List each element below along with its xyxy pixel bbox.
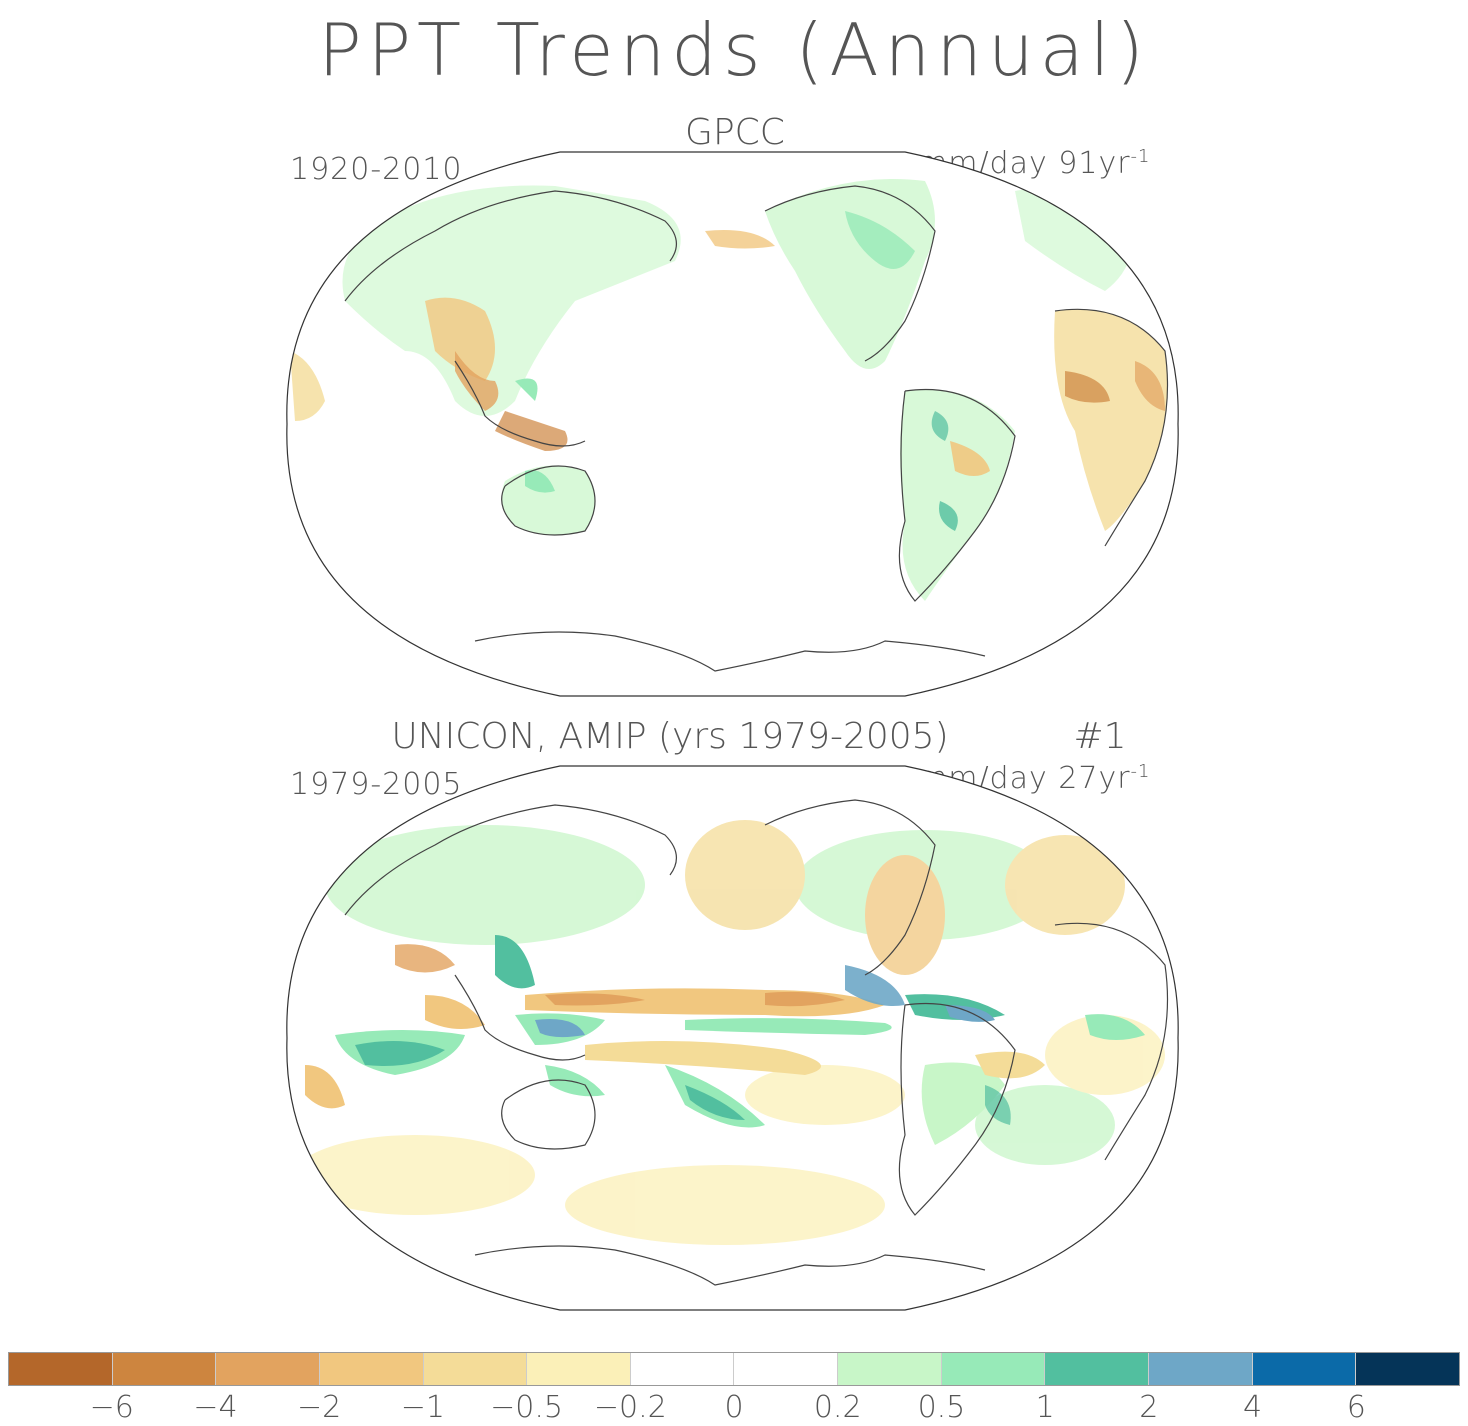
colorbar-tick-label: 0.2: [813, 1390, 862, 1425]
map-gpcc-svg: [286, 151, 1179, 697]
colorbar-tick-label: 0: [724, 1390, 744, 1425]
map-panel-unicon: [285, 765, 1180, 1311]
units-exponent: -1: [1130, 146, 1151, 167]
colorbar-swatch: [9, 1353, 113, 1385]
coastlines-unicon: [344, 799, 1169, 1286]
land-australia: [501, 465, 595, 535]
colorbar-tick-label: 0.5: [917, 1390, 966, 1425]
panel-title-unicon: UNICON, AMIP (yrs 1979-2005): [391, 716, 949, 757]
colorbar-swatch: [1356, 1353, 1459, 1385]
units-exponent: -1: [1130, 761, 1151, 782]
colorbar-tick-label: −1: [400, 1390, 445, 1425]
colorbar-tick-label: −0.5: [490, 1390, 563, 1425]
coastlines-gpcc: [344, 185, 1169, 672]
colorbar-tick-label: 4: [1243, 1390, 1263, 1425]
land-south-america: [900, 389, 1015, 601]
colorbar-swatch: [838, 1353, 942, 1385]
colorbar-tick-label: 1: [1035, 1390, 1055, 1425]
colorbar-swatch: [734, 1353, 839, 1385]
map-outline-gpcc: [286, 151, 1179, 697]
colorbar-tick-label: −6: [89, 1390, 134, 1425]
colorbar-tick-label: 2: [1139, 1390, 1159, 1425]
colorbar-swatch: [216, 1353, 320, 1385]
colorbar-swatch: [1149, 1353, 1253, 1385]
colorbar-swatch: [112, 1353, 217, 1385]
map-panel-gpcc: [285, 151, 1180, 697]
panel-ensemble-label: #1: [1073, 716, 1127, 757]
colorbar-tick-label: −2: [297, 1390, 342, 1425]
colorbar-tick-label: 6: [1346, 1390, 1366, 1425]
tropical-bands: [305, 935, 1145, 1145]
colorbar-labels: −6 −4 −2 −1 −0.5 −0.2 0 0.2 0.5 1 2 4 6: [8, 1390, 1460, 1425]
field-background: [295, 820, 1165, 1245]
figure-title: PPT Trends (Annual): [318, 8, 1150, 92]
panel-title-gpcc: GPCC: [685, 112, 785, 153]
map-outline-unicon: [286, 765, 1179, 1311]
colorbar-swatch: [423, 1353, 528, 1385]
colorbar-tick-label: −0.2: [593, 1390, 667, 1425]
colorbar-swatch: [319, 1353, 424, 1385]
colorbar-swatch: [1045, 1353, 1150, 1385]
colorbar-swatch: [941, 1353, 1046, 1385]
colorbar: [8, 1352, 1460, 1386]
colorbar-swatch: [527, 1353, 631, 1385]
colorbar-swatch: [630, 1353, 735, 1385]
land-asia: [290, 185, 681, 451]
panel-period-unicon: 1979-2005: [290, 767, 463, 802]
land-north-america: [705, 179, 935, 369]
colorbar-tick-label: −4: [193, 1390, 238, 1425]
map-unicon-svg: [286, 765, 1179, 1311]
colorbar-swatch: [1252, 1353, 1357, 1385]
panel-period-gpcc: 1920-2010: [290, 152, 463, 187]
